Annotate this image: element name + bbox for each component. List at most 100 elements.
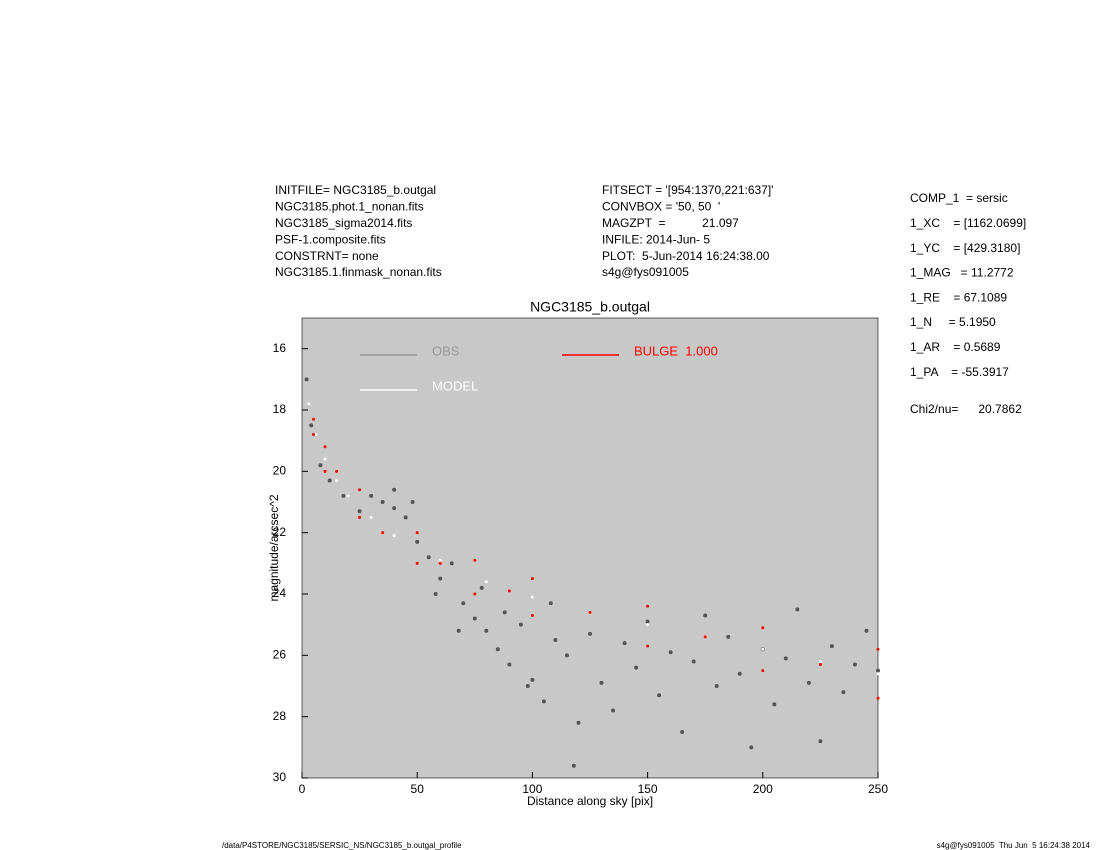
header-middle-line: CONVBOX = '50, 50 ' bbox=[602, 200, 720, 214]
data-point bbox=[357, 509, 362, 514]
data-point bbox=[392, 534, 396, 538]
y-tick-label: 20 bbox=[273, 464, 287, 478]
data-point bbox=[312, 433, 316, 437]
header-right-line: 1_N = 5.1950 bbox=[910, 315, 996, 329]
x-tick-label: 200 bbox=[753, 782, 773, 796]
data-point bbox=[876, 668, 880, 673]
data-point bbox=[876, 672, 880, 676]
header-right-line: 1_PA = -55.3917 bbox=[910, 365, 1009, 379]
data-point bbox=[314, 433, 318, 437]
data-point bbox=[410, 500, 415, 504]
data-point bbox=[312, 417, 316, 421]
legend-label: OBS bbox=[432, 343, 460, 358]
data-point bbox=[426, 555, 431, 560]
data-point bbox=[818, 659, 822, 663]
data-point bbox=[438, 576, 443, 581]
data-point bbox=[323, 457, 327, 461]
data-point bbox=[307, 402, 311, 406]
header-right-line: 1_RE = 67.1089 bbox=[910, 290, 1007, 304]
data-point bbox=[479, 585, 484, 590]
data-point bbox=[646, 644, 650, 648]
header-right-line: 1_YC = [429.3180] bbox=[910, 241, 1020, 255]
data-point bbox=[622, 641, 627, 646]
data-point bbox=[323, 445, 327, 449]
data-point bbox=[495, 647, 500, 652]
data-point bbox=[795, 607, 800, 612]
data-point bbox=[415, 561, 419, 565]
data-point bbox=[438, 561, 442, 565]
data-point bbox=[714, 684, 719, 688]
data-point bbox=[657, 693, 662, 698]
x-tick-label: 250 bbox=[868, 782, 888, 796]
footer-stamp: s4g@fys091005 Thu Jun 5 16:24:38 2014 bbox=[937, 841, 1091, 850]
data-point bbox=[335, 469, 339, 473]
data-point bbox=[341, 493, 346, 498]
data-point bbox=[518, 622, 523, 627]
data-point bbox=[818, 663, 822, 667]
data-point bbox=[318, 463, 323, 468]
data-point bbox=[841, 690, 846, 695]
y-tick-label: 24 bbox=[273, 586, 287, 600]
header-middle-line: INFILE: 2014-Jun- 5 bbox=[602, 232, 710, 246]
data-point bbox=[818, 739, 823, 744]
data-point bbox=[576, 720, 581, 725]
header-left-line: NGC3185_sigma2014.fits bbox=[275, 216, 412, 230]
data-point bbox=[668, 650, 673, 655]
header-middle-line: FITSECT = '[954:1370,221:637]' bbox=[602, 183, 773, 197]
data-point bbox=[327, 478, 332, 483]
data-point bbox=[449, 561, 454, 566]
y-tick-label: 28 bbox=[273, 709, 287, 723]
data-point bbox=[473, 592, 477, 596]
data-point bbox=[461, 601, 466, 606]
data-point bbox=[473, 558, 477, 562]
data-point bbox=[358, 488, 362, 492]
data-point bbox=[541, 699, 546, 704]
data-point bbox=[726, 634, 731, 639]
data-point bbox=[829, 644, 834, 649]
header-left-line: INITFILE= NGC3185_b.outgal bbox=[275, 183, 436, 197]
data-point bbox=[737, 671, 742, 676]
data-point bbox=[415, 539, 420, 544]
header-middle-line: PLOT: 5-Jun-2014 16:24:38.00 bbox=[602, 249, 770, 263]
data-point bbox=[646, 604, 650, 608]
data-point bbox=[403, 515, 408, 520]
x-tick-label: 100 bbox=[522, 782, 542, 796]
data-point bbox=[703, 613, 708, 618]
header-middle-line: s4g@fys091005 bbox=[602, 265, 689, 279]
legend-label: MODEL bbox=[432, 378, 478, 393]
data-point bbox=[588, 610, 592, 614]
header-middle-line: MAGZPT = 21.097 bbox=[602, 216, 739, 230]
data-point bbox=[703, 635, 707, 639]
header-right-line: 1_XC = [1162.0699] bbox=[910, 216, 1026, 230]
data-point bbox=[346, 494, 350, 498]
y-tick-label: 22 bbox=[273, 525, 287, 539]
data-point bbox=[335, 479, 339, 483]
data-point bbox=[553, 638, 558, 642]
data-point bbox=[530, 595, 534, 599]
data-point bbox=[530, 613, 534, 617]
data-point bbox=[876, 647, 880, 651]
y-tick-label: 30 bbox=[273, 770, 287, 784]
data-point bbox=[761, 626, 765, 630]
data-point bbox=[304, 377, 309, 382]
data-point bbox=[806, 680, 811, 685]
data-point bbox=[309, 423, 314, 428]
data-point bbox=[438, 558, 442, 562]
y-tick-label: 26 bbox=[273, 648, 287, 662]
data-point bbox=[611, 708, 616, 713]
data-point bbox=[876, 696, 880, 700]
data-point bbox=[369, 515, 373, 519]
data-point bbox=[783, 656, 788, 661]
y-tick-label: 18 bbox=[273, 402, 287, 416]
data-point bbox=[484, 580, 488, 584]
data-point bbox=[761, 669, 765, 673]
chart-title: NGC3185_b.outgal bbox=[530, 299, 650, 315]
footer-path: /data/P4STORE/NGC3185/SERSIC_NS/NGC3185_… bbox=[222, 841, 462, 850]
data-point bbox=[599, 680, 604, 685]
header-left-line: NGC3185.phot.1_nonan.fits bbox=[275, 200, 424, 214]
data-point bbox=[392, 487, 397, 492]
data-point bbox=[358, 515, 362, 519]
data-point bbox=[680, 730, 685, 734]
x-tick-label: 0 bbox=[299, 782, 306, 796]
